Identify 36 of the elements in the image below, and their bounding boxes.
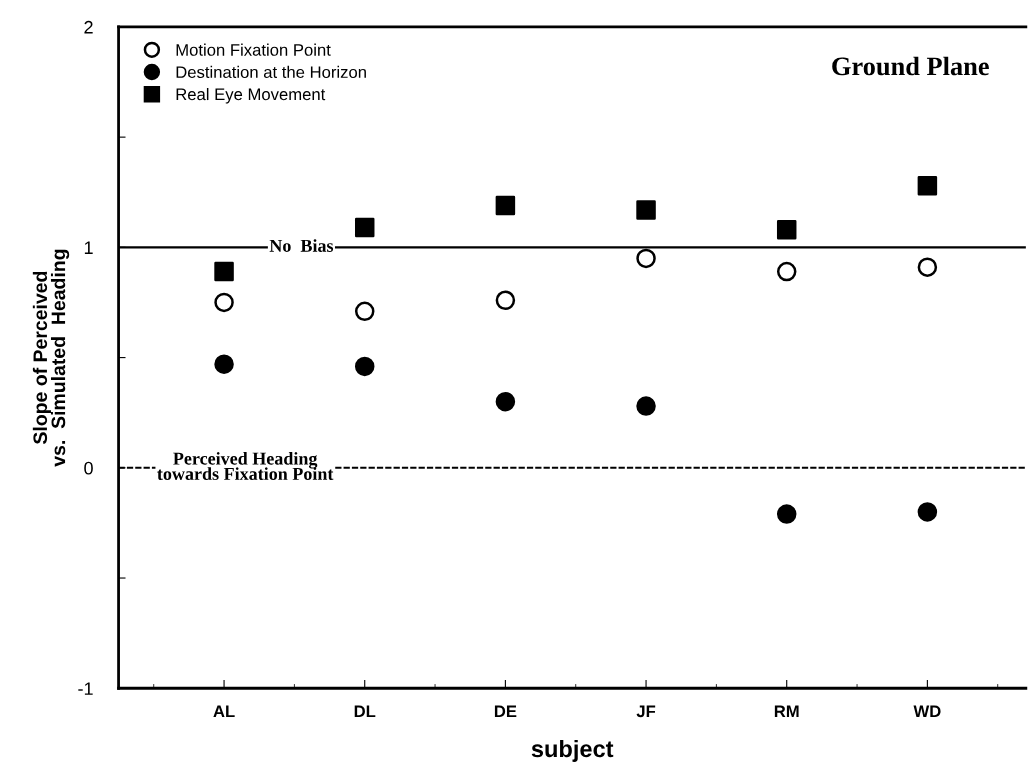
ref-line-label: No Bias [269, 239, 334, 252]
point [776, 261, 797, 282]
point [776, 219, 797, 240]
point [636, 248, 656, 269]
legend-label: Motion Fixation Point [176, 43, 331, 56]
x-tick-label: WD [913, 705, 941, 717]
point [917, 502, 938, 522]
legend-label: Destination at the Horizon [176, 65, 366, 79]
point [636, 200, 656, 220]
point [214, 354, 234, 374]
point [354, 217, 375, 238]
text: Ground Plane [832, 56, 989, 76]
point [495, 195, 516, 216]
point [214, 292, 234, 313]
x-tick-label: JF [636, 705, 656, 718]
y-tick-label: 1 [84, 241, 93, 254]
y-axis-title: Slope of Perceived vs. Simulated Heading [32, 249, 70, 467]
x-axis-title: subject [531, 739, 614, 762]
point [636, 396, 656, 416]
point [495, 290, 516, 311]
x-tick-label: DE [494, 705, 517, 717]
point [917, 175, 938, 196]
x-tick-label: AL [213, 705, 235, 717]
y-tick-label: 2 [84, 20, 93, 34]
point [495, 391, 516, 412]
y-tick-label: 0 [84, 461, 93, 475]
point [354, 356, 375, 377]
point [214, 261, 234, 282]
y-tick-label: -1 [78, 682, 93, 695]
point [776, 504, 797, 524]
point [917, 257, 938, 277]
point [354, 301, 375, 322]
ref-line-label: Perceived Heading towards Fixation Point [157, 451, 334, 480]
legend-label: Real Eye Movement [176, 87, 326, 104]
x-tick-label: DL [354, 705, 376, 717]
x-tick-label: RM [774, 705, 799, 717]
